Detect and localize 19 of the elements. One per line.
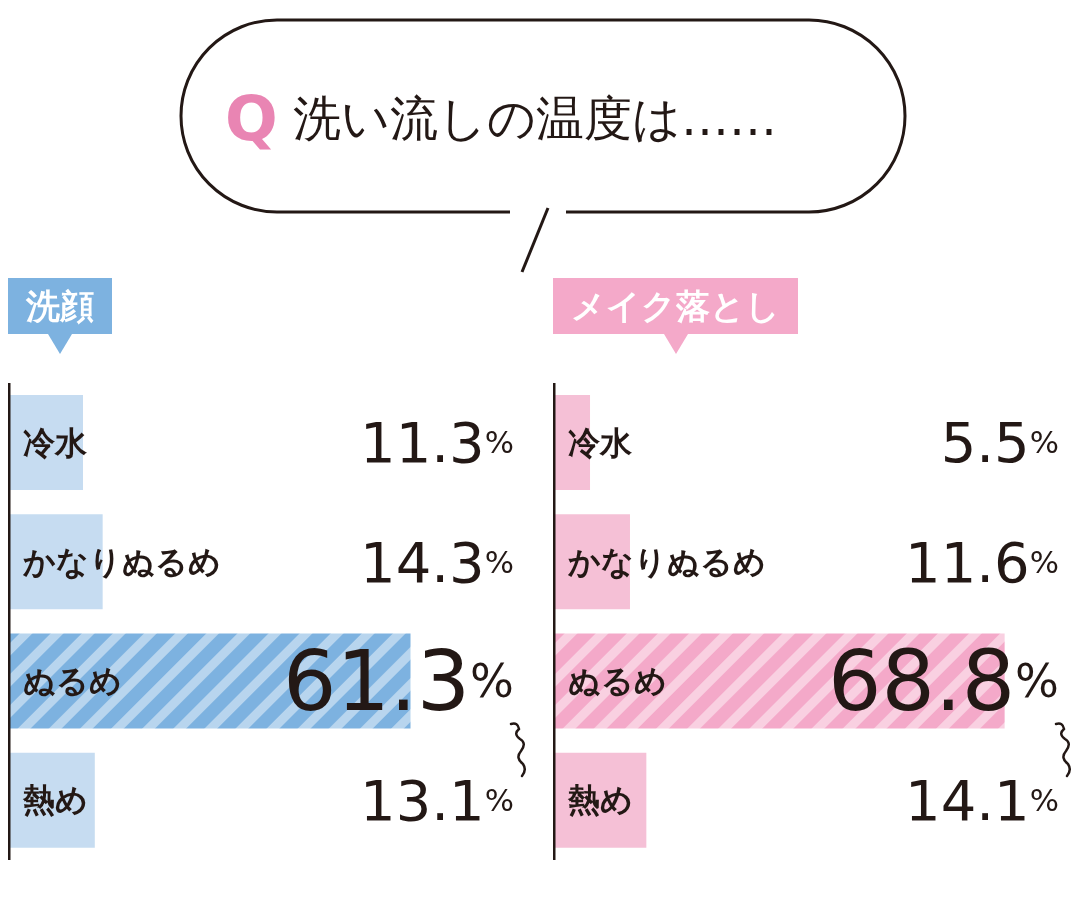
y-tick-label: ぬるめ bbox=[23, 662, 122, 701]
chart-title: Q 洗い流しの温度は…… bbox=[225, 81, 777, 155]
data-label: 14.1% bbox=[905, 767, 1059, 833]
data-label: 13.1% bbox=[360, 767, 514, 833]
data-label: 68.8% bbox=[828, 631, 1059, 730]
chart-subtitle: 洗顔 bbox=[8, 278, 112, 334]
data-label: 5.5% bbox=[940, 409, 1059, 475]
data-label: 11.3% bbox=[360, 409, 514, 475]
data-label: 14.3% bbox=[360, 529, 514, 595]
chart-subtitle: メイク落とし bbox=[553, 278, 798, 334]
y-tick-label: ぬるめ bbox=[568, 662, 667, 701]
y-tick-label: かなりぬるめ bbox=[567, 542, 766, 581]
data-label: 11.6% bbox=[905, 529, 1059, 595]
y-tick-label: 熱め bbox=[22, 781, 88, 820]
data-label: 61.3% bbox=[283, 631, 514, 730]
y-tick-label: 熱め bbox=[567, 781, 633, 820]
y-tick-label: 冷水 bbox=[23, 423, 88, 462]
y-tick-label: 冷水 bbox=[568, 423, 633, 462]
y-tick-label: かなりぬるめ bbox=[22, 542, 221, 581]
